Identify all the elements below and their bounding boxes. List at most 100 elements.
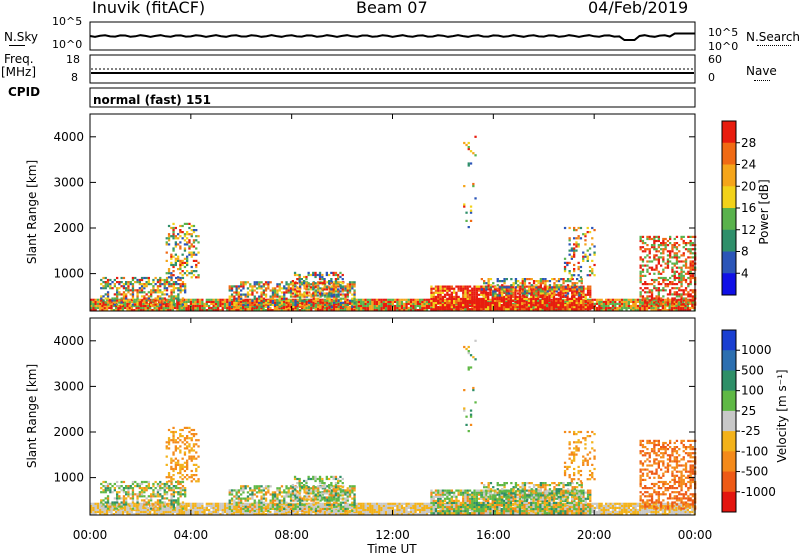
- echo-cell: [187, 504, 190, 507]
- echo-cell: [205, 309, 208, 312]
- echo-cell: [318, 271, 322, 274]
- echo-cell: [228, 306, 231, 310]
- echo-cell: [249, 305, 252, 308]
- echo-cell: [584, 306, 587, 309]
- echo-cell: [673, 262, 676, 265]
- echo-cell: [321, 275, 324, 279]
- echo-cell: [564, 291, 567, 294]
- echo-cell: [489, 286, 493, 289]
- echo-cell: [305, 291, 309, 294]
- echo-cell: [201, 306, 204, 310]
- echo-cell: [210, 504, 213, 507]
- echo-cell: [405, 298, 408, 301]
- echo-cell: [264, 305, 268, 308]
- echo-cell: [618, 300, 621, 303]
- echo-cell: [100, 295, 103, 298]
- echo-cell: [181, 274, 184, 277]
- echo-cell: [575, 293, 578, 296]
- echo-cell: [298, 290, 301, 293]
- echo-cell: [459, 299, 463, 303]
- echo-cell: [133, 300, 136, 303]
- echo-cell: [251, 291, 254, 294]
- echo-cell: [576, 278, 579, 281]
- echo-cell: [568, 239, 571, 242]
- echo-cell: [532, 297, 535, 300]
- echo-cell: [362, 510, 365, 514]
- echo-cell: [128, 510, 131, 514]
- echo-cell: [423, 309, 426, 312]
- echo-cell: [636, 304, 640, 308]
- echo-cell: [167, 270, 171, 273]
- echo-cell: [552, 295, 556, 298]
- echo-cell: [542, 278, 545, 281]
- echo-cell: [154, 283, 157, 286]
- echo-cell: [607, 304, 610, 308]
- echo-cell: [625, 304, 628, 308]
- echo-cell: [371, 306, 374, 310]
- echo-cell: [502, 304, 506, 307]
- echo-cell: [660, 303, 663, 306]
- echo-cell: [484, 293, 488, 296]
- echo-cell: [344, 309, 347, 312]
- echo-cell: [650, 291, 654, 294]
- echo-cell: [471, 289, 474, 292]
- echo-cell: [235, 303, 238, 306]
- echo-cell: [391, 504, 394, 507]
- echo-cell: [219, 502, 222, 505]
- echo-cell: [235, 301, 238, 304]
- echo-cell: [378, 508, 381, 512]
- echo-cell: [586, 304, 590, 307]
- echo-cell: [609, 309, 612, 312]
- echo-cell: [201, 510, 204, 514]
- echo-cell: [541, 291, 544, 294]
- echo-cell: [611, 298, 615, 301]
- echo-cell: [346, 504, 349, 507]
- echo-cell: [92, 309, 95, 312]
- echo-cell: [369, 502, 372, 505]
- echo-cell: [457, 308, 460, 311]
- echo-cell: [149, 510, 152, 514]
- echo-cell: [654, 298, 658, 301]
- echo-cell: [514, 278, 518, 281]
- echo-cell: [136, 291, 139, 294]
- echo-cell: [682, 246, 685, 249]
- echo-cell: [400, 504, 404, 507]
- echo-cell: [96, 302, 100, 305]
- echo-cell: [573, 297, 576, 300]
- echo-cell: [391, 506, 394, 509]
- echo-cell: [425, 510, 429, 514]
- echo-cell: [133, 502, 136, 505]
- echo-cell: [341, 278, 344, 281]
- echo-cell: [464, 285, 467, 288]
- echo-cell: [249, 299, 252, 302]
- echo-cell: [305, 300, 308, 303]
- echo-cell: [151, 309, 154, 312]
- echo-cell: [172, 263, 175, 267]
- echo-cell: [677, 306, 680, 310]
- echo-cell: [184, 287, 187, 290]
- echo-cell: [521, 295, 524, 298]
- echo-cell: [620, 298, 624, 301]
- echo-cell: [140, 295, 144, 298]
- echo-cell: [689, 262, 692, 265]
- echo-cell: [351, 297, 354, 300]
- echo-cell: [423, 506, 426, 509]
- echo-cell: [212, 309, 215, 312]
- echo-cell: [492, 290, 495, 293]
- echo-cell: [419, 513, 422, 516]
- echo-cell: [468, 304, 472, 308]
- echo-cell: [571, 289, 574, 292]
- echo-cell: [196, 510, 199, 514]
- echo-cell: [582, 293, 585, 296]
- echo-cell: [595, 302, 599, 305]
- echo-cell: [273, 510, 277, 514]
- echo-cell: [198, 504, 202, 507]
- echo-cell: [614, 298, 617, 301]
- echo-cell: [303, 294, 306, 297]
- echo-cell: [687, 242, 690, 245]
- echo-cell: [566, 304, 569, 307]
- echo-cell: [147, 276, 150, 280]
- echo-cell: [312, 306, 315, 310]
- echo-cell: [267, 506, 270, 509]
- echo-cell: [192, 239, 196, 242]
